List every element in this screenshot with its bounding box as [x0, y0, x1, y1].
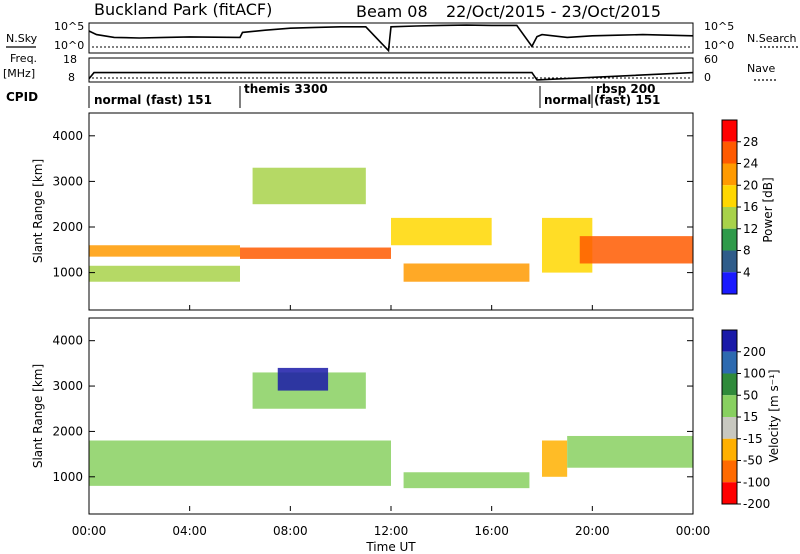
- colorbar-tick-label: 28: [743, 135, 758, 149]
- beam-label: Beam 08: [356, 2, 428, 21]
- colorbar-tick-label: -50: [743, 454, 763, 468]
- colorbar-tick-label: 24: [743, 157, 758, 171]
- x-tick-label: 04:00: [172, 524, 207, 538]
- colorbar-tick-label: 16: [743, 200, 758, 214]
- colorbar-tick-label: 12: [743, 222, 758, 236]
- data-band: [240, 247, 391, 259]
- colorbar-swatch: [722, 185, 737, 207]
- colorbar-swatch: [722, 228, 737, 251]
- data-band: [403, 263, 530, 282]
- nsearch-tick-bottom: 10^0: [704, 39, 734, 52]
- data-band: [252, 167, 366, 205]
- nsky-tick-bottom: 10^0: [54, 39, 84, 52]
- freq-panel-frame: [88, 57, 694, 83]
- data-band: [579, 236, 693, 264]
- nsky-panel-frame: [88, 22, 694, 54]
- data-band: [567, 435, 693, 468]
- nsearch-tick-top: 10^5: [704, 20, 734, 33]
- colorbar-swatch: [722, 373, 737, 396]
- colorbar-swatch: [722, 395, 737, 417]
- y-tick-label: 1000: [52, 266, 83, 280]
- x-tick-label: 20:00: [575, 524, 610, 538]
- y-tick-label: 2000: [52, 424, 83, 438]
- freq-tick-bottom: 8: [68, 71, 75, 84]
- power-y-axis: 4000 3000 2000 1000: [52, 129, 693, 280]
- y-tick-label: 1000: [52, 470, 83, 484]
- nsearch-label: N.Search: [747, 32, 797, 45]
- x-tick-label: 00:00: [676, 524, 711, 538]
- colorbar-swatch: [722, 482, 737, 504]
- colorbar-swatch: [722, 163, 737, 186]
- velocity-panel-frame: [88, 317, 694, 515]
- nsky-label: N.Sky: [6, 32, 38, 45]
- time-axis: 00:00 04:00 08:00 12:00 16:00 20:00 00:00: [72, 305, 711, 538]
- power-data: [89, 167, 693, 282]
- y-tick-label: 2000: [52, 220, 83, 234]
- x-tick-label: 08:00: [273, 524, 308, 538]
- y-tick-label: 3000: [52, 379, 83, 393]
- nave-tick-top: 60: [704, 53, 718, 66]
- cpid-mode-0: normal (fast) 151: [94, 93, 212, 107]
- colorbar-swatch: [722, 272, 737, 294]
- x-tick-label: 16:00: [474, 524, 509, 538]
- colorbar-tick-label: -100: [743, 475, 770, 489]
- date-range: 22/Oct/2015 - 23/Oct/2015: [446, 2, 661, 21]
- colorbar-swatch: [722, 141, 737, 164]
- data-band: [277, 367, 329, 391]
- data-band: [89, 440, 391, 486]
- colorbar-swatch: [722, 250, 737, 273]
- freq-unit-label: [MHz]: [3, 67, 35, 80]
- colorbar-tick-label: 100: [743, 367, 766, 381]
- colorbar-tick-label: 15: [743, 410, 758, 424]
- cpid-mode-1: themis 3300: [244, 82, 328, 96]
- colorbar-tick-label: 8: [743, 244, 751, 258]
- colorbar-tick-label: 50: [743, 388, 758, 402]
- freq-tick-top: 18: [63, 53, 77, 66]
- colorbar-tick-label: 4: [743, 265, 751, 279]
- x-tick-label: 12:00: [374, 524, 409, 538]
- y-tick-label: 4000: [52, 129, 83, 143]
- velocity-y-axis: 4000 3000 2000 1000: [52, 334, 693, 484]
- freq-series-line: [88, 71, 694, 81]
- colorbar-tick-label: 20: [743, 178, 758, 192]
- nave-tick-bottom: 0: [704, 71, 711, 84]
- data-band: [403, 472, 530, 489]
- colorbar-swatch: [722, 417, 737, 439]
- data-band: [542, 440, 568, 477]
- colorbar-swatch: [722, 330, 737, 352]
- power-y-axis-label: Slant Range [km]: [31, 159, 45, 263]
- velocity-colorbar: 200 100 50 15 -15 -50 -100 -200: [721, 329, 770, 511]
- data-band: [89, 245, 240, 257]
- y-tick-label: 3000: [52, 174, 83, 188]
- colorbar-tick-label: -15: [743, 432, 763, 446]
- power-colorbar: 28 24 20 16 12 8 4: [721, 119, 758, 295]
- colorbar-swatch: [722, 207, 737, 229]
- station-title: Buckland Park (fitACF): [94, 0, 272, 19]
- freq-label: Freq.: [10, 52, 37, 65]
- power-colorbar-label: Power [dB]: [761, 177, 775, 242]
- colorbar-tick-label: 200: [743, 345, 766, 359]
- cpid-mode-2: normal: [544, 93, 591, 107]
- cpid-mode-3: rbsp 200: [596, 82, 655, 96]
- cpid-label: CPID: [6, 90, 38, 104]
- y-tick-label: 4000: [52, 334, 83, 348]
- velocity-data: [89, 367, 693, 489]
- colorbar-tick-label: -200: [743, 497, 770, 511]
- nsky-tick-top: 10^5: [54, 20, 84, 33]
- nave-label: Nave: [747, 62, 775, 75]
- velocity-y-axis-label: Slant Range [km]: [31, 364, 45, 468]
- data-band: [391, 217, 492, 246]
- time-axis-label: Time UT: [365, 540, 416, 554]
- nsky-series-line: [88, 24, 694, 53]
- x-tick-label: 00:00: [72, 524, 107, 538]
- colorbar-swatch: [722, 351, 737, 374]
- colorbar-swatch: [722, 460, 737, 483]
- colorbar-swatch: [722, 120, 737, 142]
- velocity-colorbar-label: Velocity [m s⁻¹]: [767, 369, 781, 462]
- colorbar-swatch: [722, 438, 737, 461]
- data-band: [89, 265, 240, 282]
- cpid-mode-4: (fast) 151: [594, 93, 660, 107]
